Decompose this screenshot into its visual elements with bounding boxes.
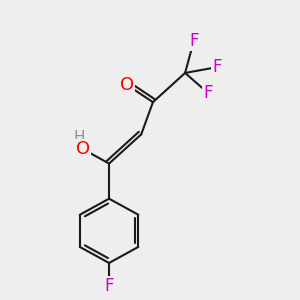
Text: O: O bbox=[76, 140, 90, 158]
Text: F: F bbox=[204, 84, 213, 102]
Text: O: O bbox=[119, 76, 134, 94]
Text: F: F bbox=[189, 32, 199, 50]
Text: F: F bbox=[104, 278, 114, 296]
Text: F: F bbox=[212, 58, 222, 76]
Text: H: H bbox=[74, 130, 85, 146]
